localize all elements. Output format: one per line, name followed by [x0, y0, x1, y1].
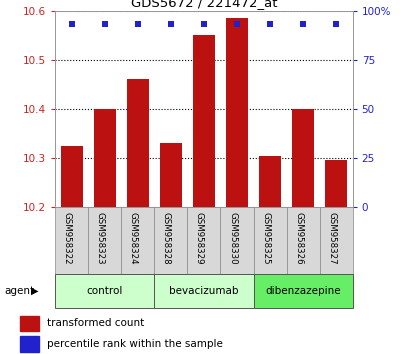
Text: dibenzazepine: dibenzazepine	[265, 286, 340, 296]
FancyBboxPatch shape	[55, 274, 154, 308]
Text: percentile rank within the sample: percentile rank within the sample	[47, 339, 222, 349]
Text: GSM958324: GSM958324	[128, 212, 137, 265]
Text: bevacizumab: bevacizumab	[169, 286, 238, 296]
FancyBboxPatch shape	[253, 274, 352, 308]
Bar	[20, 315, 39, 331]
Text: ▶: ▶	[31, 286, 38, 296]
Text: GSM958326: GSM958326	[293, 212, 302, 265]
Bar	[160, 143, 181, 207]
FancyBboxPatch shape	[154, 207, 187, 274]
Bar	[325, 160, 346, 207]
Text: GSM958327: GSM958327	[326, 212, 335, 265]
FancyBboxPatch shape	[319, 207, 352, 274]
Bar	[226, 18, 247, 207]
Text: GSM958330: GSM958330	[227, 212, 236, 265]
Bar	[20, 336, 39, 352]
FancyBboxPatch shape	[187, 207, 220, 274]
Bar	[258, 155, 280, 207]
FancyBboxPatch shape	[88, 207, 121, 274]
FancyBboxPatch shape	[253, 207, 286, 274]
Bar	[94, 109, 115, 207]
Bar	[61, 146, 82, 207]
FancyBboxPatch shape	[220, 207, 253, 274]
Text: control: control	[86, 286, 123, 296]
Text: GSM958329: GSM958329	[195, 212, 204, 265]
Text: GSM958325: GSM958325	[261, 212, 270, 265]
Bar	[193, 35, 214, 207]
Text: transformed count: transformed count	[47, 318, 144, 328]
FancyBboxPatch shape	[154, 274, 253, 308]
Title: GDS5672 / 221472_at: GDS5672 / 221472_at	[130, 0, 276, 10]
Text: GSM958328: GSM958328	[162, 212, 171, 265]
FancyBboxPatch shape	[286, 207, 319, 274]
FancyBboxPatch shape	[55, 207, 88, 274]
FancyBboxPatch shape	[121, 207, 154, 274]
Bar	[292, 109, 313, 207]
Text: GSM958323: GSM958323	[96, 212, 105, 265]
Text: agent: agent	[4, 286, 34, 296]
Text: GSM958322: GSM958322	[63, 212, 72, 265]
Bar	[127, 79, 148, 207]
